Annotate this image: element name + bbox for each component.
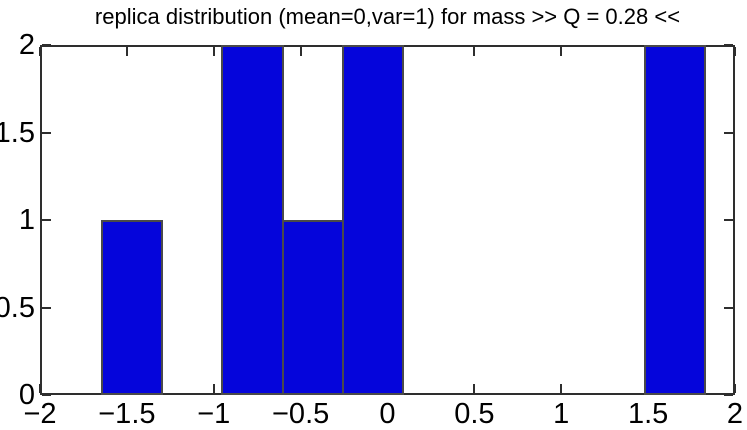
x-tick-label: −1.5 bbox=[98, 398, 156, 430]
histogram-bar bbox=[281, 220, 345, 395]
x-tick-top bbox=[473, 47, 476, 56]
x-tick-bottom bbox=[473, 384, 476, 393]
x-tick-bottom bbox=[39, 384, 41, 393]
histogram-bar bbox=[342, 45, 405, 395]
x-tick-top bbox=[212, 47, 215, 56]
x-tick-label: 2 bbox=[726, 398, 744, 430]
y-tick-left bbox=[42, 306, 51, 309]
y-tick-label: 2 bbox=[18, 29, 35, 61]
x-tick-label: −1 bbox=[197, 398, 231, 430]
y-tick-left bbox=[42, 131, 51, 134]
histogram-bar bbox=[643, 45, 707, 395]
y-tick-left bbox=[42, 44, 51, 46]
histogram-bar bbox=[221, 45, 284, 395]
chart-title: replica distribution (mean=0,var=1) for … bbox=[94, 4, 681, 29]
y-tick-right bbox=[724, 131, 733, 134]
y-tick-left bbox=[42, 219, 51, 221]
x-tick-top bbox=[39, 47, 41, 56]
y-tick-right bbox=[724, 219, 733, 221]
x-tick-label: 0 bbox=[379, 398, 396, 430]
y-tick-label: 1.5 bbox=[0, 116, 35, 149]
x-tick-top bbox=[734, 47, 736, 56]
y-tick-label: 0 bbox=[18, 379, 35, 411]
x-tick-label: −2 bbox=[23, 398, 57, 430]
y-tick-left bbox=[42, 394, 51, 396]
x-tick-bottom bbox=[560, 384, 563, 393]
x-tick-bottom bbox=[734, 384, 736, 393]
y-tick-right bbox=[724, 394, 733, 396]
y-tick-right bbox=[724, 44, 733, 46]
x-tick-top bbox=[125, 47, 128, 56]
x-tick-top bbox=[299, 47, 302, 56]
y-tick-right bbox=[724, 306, 733, 309]
x-tick-bottom bbox=[212, 384, 215, 393]
y-tick-label: 1 bbox=[18, 204, 35, 236]
x-tick-label: −0.5 bbox=[272, 398, 330, 430]
x-tick-label: 0.5 bbox=[454, 398, 495, 430]
x-tick-label: 1 bbox=[553, 398, 570, 430]
x-tick-label: 1.5 bbox=[627, 398, 669, 430]
y-tick-label: 0.5 bbox=[0, 291, 35, 324]
histogram-bar bbox=[100, 220, 164, 395]
x-tick-top bbox=[560, 47, 563, 56]
